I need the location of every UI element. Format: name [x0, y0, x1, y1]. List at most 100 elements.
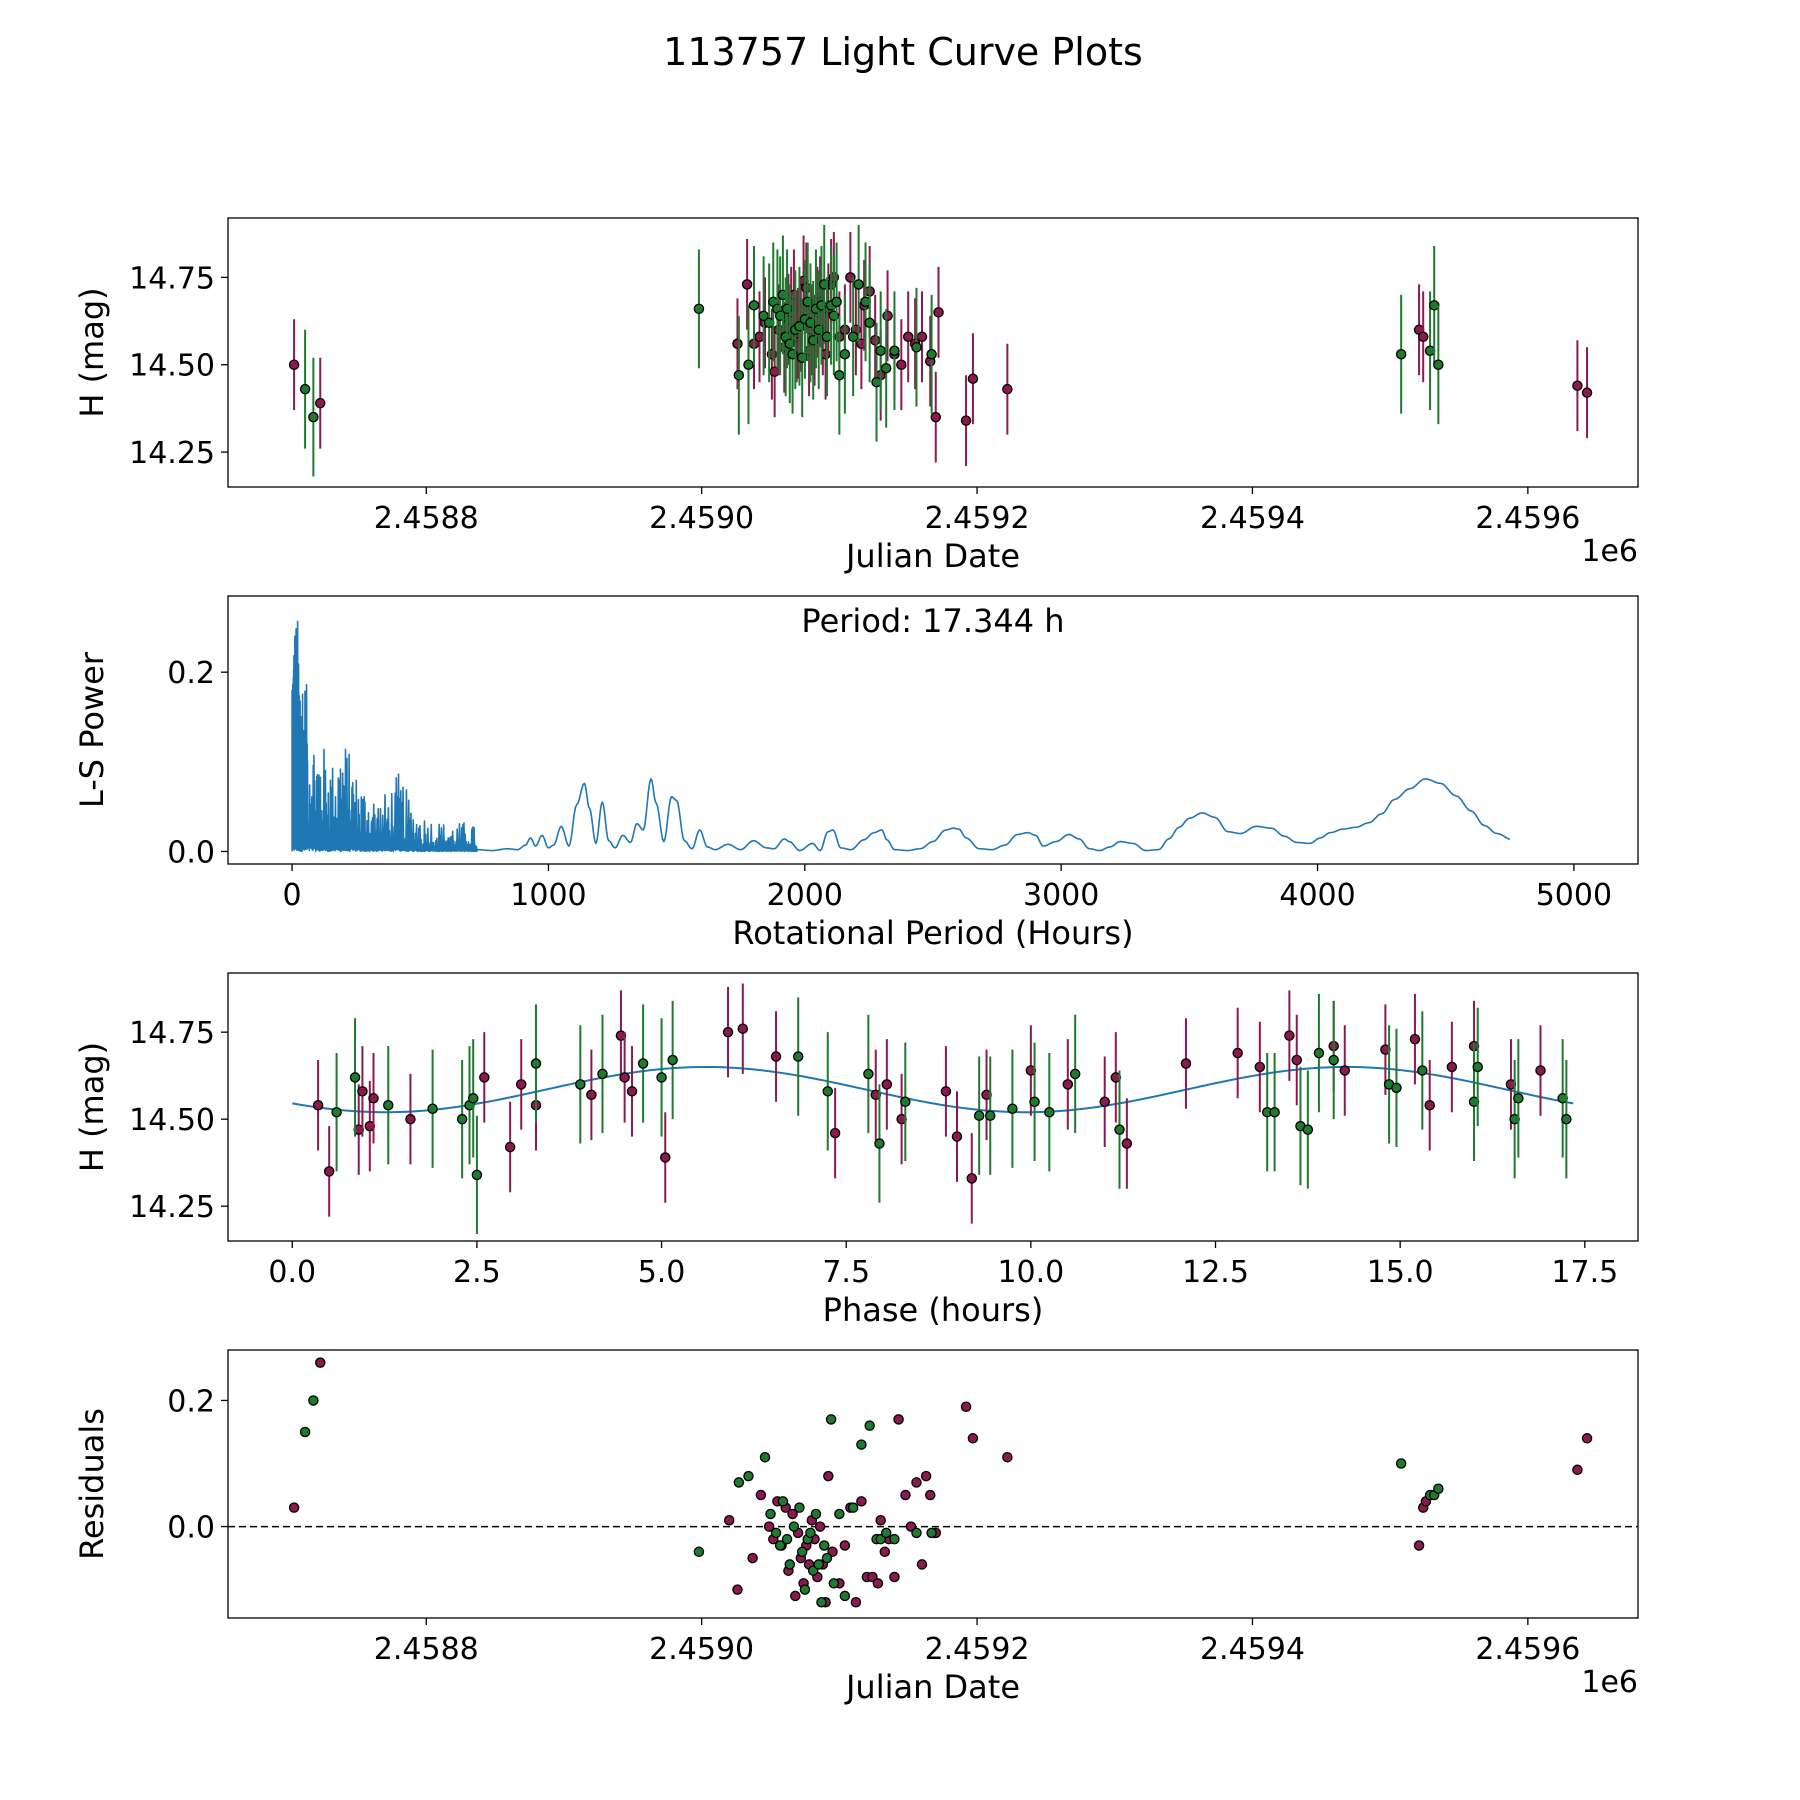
y-axis-label: H (mag) — [73, 287, 111, 417]
data-point-g — [822, 1086, 833, 1097]
data-point-r — [515, 1079, 527, 1090]
data-point-g — [748, 300, 760, 311]
x-axis-label: Phase (hours) — [823, 1291, 1044, 1329]
data-point-r — [916, 1559, 928, 1570]
data-point-g — [781, 1533, 793, 1545]
data-point-r — [902, 331, 914, 343]
x-tick-label: 2.4594 — [1200, 1632, 1305, 1667]
y-tick-label: 14.25 — [129, 436, 215, 471]
data-point-g — [1391, 1082, 1402, 1094]
data-point-g — [1269, 1106, 1280, 1118]
data-point-g — [1302, 1124, 1314, 1135]
data-point-g — [656, 1072, 667, 1083]
x-tick-label: 2.4592 — [925, 1632, 1030, 1667]
x-tick-label: 3000 — [1023, 878, 1099, 913]
x-axis-label: Julian Date — [844, 537, 1020, 575]
data-point-r — [722, 1026, 734, 1038]
data-point-g — [383, 1100, 394, 1111]
data-point-g — [788, 1521, 800, 1532]
data-point-g — [693, 303, 705, 315]
data-point-r — [737, 1023, 749, 1034]
data-point-r — [1572, 1464, 1583, 1476]
data-point-r — [850, 1596, 862, 1608]
data-point-r — [930, 411, 942, 423]
data-point-r — [896, 359, 907, 370]
data-point-r — [755, 1489, 767, 1501]
data-point-r — [405, 1113, 416, 1125]
x-axis-label: Rotational Period (Hours) — [732, 914, 1133, 952]
data-point-g — [864, 1420, 875, 1431]
data-point-r — [875, 1515, 886, 1526]
data-point-g — [875, 345, 886, 357]
data-point-g — [856, 1439, 867, 1450]
data-point-g — [774, 1540, 786, 1551]
data-point-g — [1395, 1458, 1407, 1469]
data-point-g — [1114, 1124, 1125, 1135]
model-fit-curve — [292, 1065, 1574, 1114]
data-point-r — [823, 1470, 834, 1482]
data-point-g — [805, 1527, 816, 1539]
data-point-g — [831, 296, 842, 308]
x-tick-label: 2.4596 — [1475, 501, 1580, 536]
data-point-g — [796, 1546, 808, 1558]
y-axis-label: L-S Power — [73, 651, 111, 808]
data-point-g — [733, 369, 745, 381]
data-point-r — [967, 1433, 979, 1444]
data-point-r — [1572, 380, 1583, 391]
y-tick-label: 0.0 — [167, 835, 215, 870]
data-point-r — [1413, 1540, 1425, 1551]
x-tick-label: 2000 — [767, 878, 843, 913]
data-point-r — [619, 1072, 630, 1083]
phased-light-curve-panel: 0.0 2.5 5.0 7.5 10.0 12.5 15.0 17.5 14.25 14.50 14… — [73, 972, 1639, 1329]
x-tick-label: 0 — [283, 878, 302, 913]
data-point-g — [743, 359, 754, 370]
data-point-g — [1044, 1106, 1055, 1118]
data-point-r — [1339, 1065, 1351, 1076]
data-point-r — [660, 1152, 671, 1163]
data-point-r — [1446, 1061, 1458, 1073]
data-point-g — [1433, 359, 1444, 370]
data-point-g — [1069, 1068, 1081, 1080]
data-point-g — [1433, 1483, 1444, 1494]
data-point-r — [924, 1489, 936, 1501]
y-tick-label: 14.25 — [129, 1190, 215, 1225]
data-point-r — [315, 397, 326, 409]
data-point-g — [911, 1527, 922, 1539]
data-point-g — [1395, 348, 1407, 360]
data-point-g — [818, 1540, 830, 1551]
data-point-r — [879, 1546, 891, 1558]
data-point-g — [1328, 1054, 1339, 1066]
y-tick-label: 0.0 — [167, 1511, 215, 1546]
x-tick-label: 2.4596 — [1475, 1632, 1580, 1667]
data-point-g — [530, 1058, 542, 1069]
data-point-g — [834, 369, 845, 381]
data-point-g — [889, 345, 900, 357]
data-point-r — [1002, 383, 1013, 395]
x-tick-label: 17.5 — [1551, 1255, 1618, 1290]
data-point-r — [882, 310, 893, 322]
data-point-r — [960, 415, 972, 426]
data-point-g — [984, 1110, 996, 1121]
data-point-g — [839, 1590, 851, 1602]
data-point-r — [790, 1590, 801, 1602]
data-point-r — [916, 331, 928, 343]
data-point-r — [1291, 1054, 1303, 1066]
data-point-r — [763, 1521, 775, 1532]
data-point-r — [1099, 1096, 1110, 1108]
data-point-r — [357, 1086, 368, 1097]
data-point-g — [308, 411, 319, 423]
data-point-g — [349, 1072, 361, 1083]
data-point-r — [893, 1414, 904, 1425]
data-point-r — [1121, 1138, 1133, 1149]
data-point-r — [1581, 387, 1593, 398]
data-point-g — [792, 1051, 804, 1062]
data-point-g — [828, 1578, 840, 1589]
plot-frame — [227, 595, 1639, 865]
y-tick-label: 14.50 — [129, 349, 215, 384]
x-tick-label: 2.4594 — [1200, 501, 1305, 536]
data-point-g — [864, 317, 875, 329]
data-point-r — [732, 1584, 743, 1595]
y-tick-label: 0.2 — [167, 656, 215, 691]
data-point-g — [1513, 1093, 1524, 1104]
